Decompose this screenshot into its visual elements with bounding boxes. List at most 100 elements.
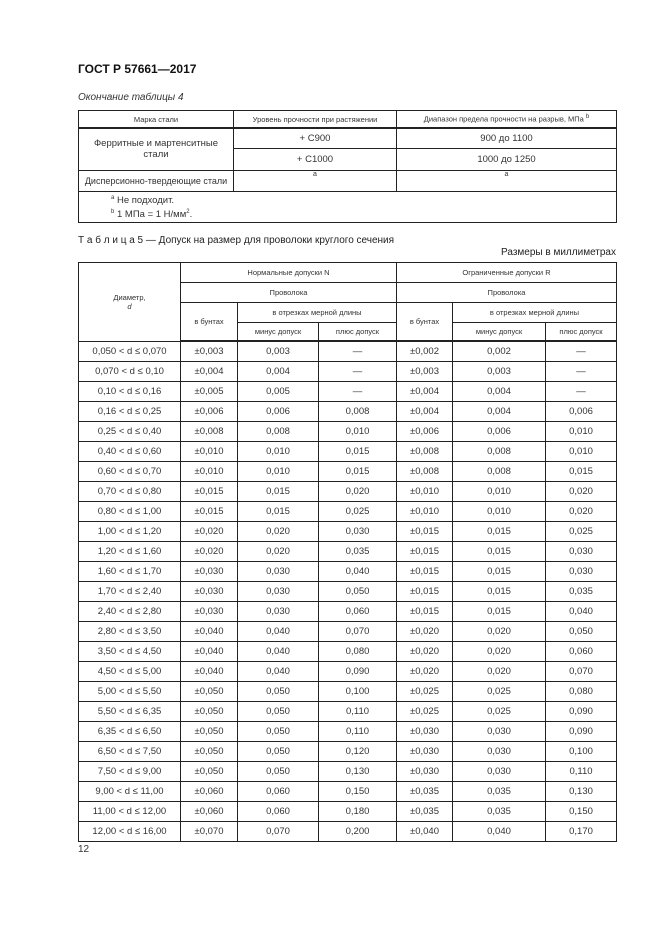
diameter-range: 7,50 < d ≤ 9,00 <box>78 761 181 782</box>
limited-plus: 0,150 <box>545 801 617 822</box>
limited-plus: 0,010 <box>545 421 617 442</box>
footnote-mark: a <box>111 195 115 202</box>
header-limited: Ограниченные допуски R <box>396 262 617 283</box>
limited-minus: 0,008 <box>452 461 546 482</box>
normal-plus: 0,008 <box>318 401 397 422</box>
header-steel-grade: Марка стали <box>78 110 234 129</box>
diameter-range: 6,35 < d ≤ 6,50 <box>78 721 181 742</box>
normal-coils: ±0,010 <box>180 441 238 462</box>
units-note: Размеры в миллиметрах <box>501 247 616 258</box>
limited-plus: 0,170 <box>545 821 617 842</box>
normal-plus: 0,050 <box>318 581 397 602</box>
normal-plus: 0,035 <box>318 541 397 562</box>
header-cut: в отрезках мерной длины <box>452 302 617 323</box>
limited-minus: 0,025 <box>452 681 546 702</box>
table5-caption: Т а б л и ц а 5 — Допуск на размер для п… <box>78 235 394 246</box>
header-plus: плюс допуск <box>545 322 617 342</box>
diameter-range: 5,50 < d ≤ 6,35 <box>78 701 181 722</box>
table-row: 11,00 < d ≤ 12,00 ±0,060 0,060 0,180 ±0,035 0… <box>78 801 617 822</box>
normal-coils: ±0,030 <box>180 561 238 582</box>
strength-level: a <box>233 169 397 192</box>
normal-minus: 0,040 <box>237 641 319 662</box>
table-row: 4,50 < d ≤ 5,00 ±0,040 0,040 0,090 ±0,020 0,0… <box>78 661 617 682</box>
limited-plus: 0,090 <box>545 701 617 722</box>
header-wire: Проволока <box>396 282 617 303</box>
limited-coils: ±0,020 <box>396 641 453 662</box>
limited-coils: ±0,025 <box>396 681 453 702</box>
header-coils: в бунтах <box>180 302 238 342</box>
normal-minus: 0,050 <box>237 681 319 702</box>
diameter-range: 4,50 < d ≤ 5,00 <box>78 661 181 682</box>
normal-plus: 0,120 <box>318 741 397 762</box>
diameter-range: 1,70 < d ≤ 2,40 <box>78 581 181 602</box>
table-row: 0,16 < d ≤ 0,25 ±0,006 0,006 0,008 ±0,004 0,0… <box>78 401 617 422</box>
normal-minus: 0,003 <box>237 340 319 362</box>
normal-coils: ±0,060 <box>180 781 238 802</box>
table-row: 5,00 < d ≤ 5,50 ±0,050 0,050 0,100 ±0,025 0,0… <box>78 681 617 702</box>
normal-plus: 0,070 <box>318 621 397 642</box>
diameter-range: 0,40 < d ≤ 0,60 <box>78 441 181 462</box>
table-row: 0,050 < d ≤ 0,070 ±0,003 0,003— ±0,002 0,002… <box>78 340 617 362</box>
diameter-range: 1,60 < d ≤ 1,70 <box>78 561 181 582</box>
diameter-range: 9,00 < d ≤ 11,00 <box>78 781 181 802</box>
header-coils: в бунтах <box>396 302 453 342</box>
normal-plus: — <box>318 381 397 402</box>
limited-minus: 0,002 <box>452 340 546 362</box>
normal-coils: ±0,050 <box>180 721 238 742</box>
diameter-range: 0,70 < d ≤ 0,80 <box>78 481 181 502</box>
footnote-mark: b <box>111 208 115 215</box>
limited-plus: 0,030 <box>545 541 617 562</box>
limited-coils: ±0,015 <box>396 601 453 622</box>
limited-minus: 0,010 <box>452 501 546 522</box>
strength-level: + C900 <box>233 127 397 149</box>
diameter-range: 12,00 < d ≤ 16,00 <box>78 821 181 842</box>
strength-level: + C1000 <box>233 147 397 171</box>
normal-coils: ±0,050 <box>180 741 238 762</box>
limited-coils: ±0,008 <box>396 461 453 482</box>
footnotes: a Не подходит. b 1 МПа = 1 Н/мм2. <box>78 190 617 223</box>
limited-coils: ±0,015 <box>396 541 453 562</box>
document-code: ГОСТ Р 57661—2017 <box>78 62 197 76</box>
limited-plus: — <box>545 381 617 402</box>
limited-plus: 0,020 <box>545 481 617 502</box>
steel-grade: Дисперсионно-твердеющие стали <box>78 169 234 192</box>
normal-plus: 0,080 <box>318 641 397 662</box>
normal-plus: 0,110 <box>318 701 397 722</box>
normal-plus: 0,100 <box>318 681 397 702</box>
table-row: 7,50 < d ≤ 9,00 ±0,050 0,050 0,130 ±0,030 0,0… <box>78 761 617 782</box>
diameter-symbol: d <box>127 301 132 311</box>
normal-coils: ±0,006 <box>180 401 238 422</box>
normal-plus: 0,150 <box>318 781 397 802</box>
limited-coils: ±0,008 <box>396 441 453 462</box>
normal-coils: ±0,008 <box>180 421 238 442</box>
limited-plus: 0,025 <box>545 521 617 542</box>
table-row: Дисперсионно-твердеющие стали a a <box>78 169 617 192</box>
header-cut: в отрезках мерной длины <box>237 302 397 323</box>
normal-plus: 0,200 <box>318 821 397 842</box>
diameter-range: 5,00 < d ≤ 5,50 <box>78 681 181 702</box>
limited-plus: 0,130 <box>545 781 617 802</box>
normal-coils: ±0,015 <box>180 481 238 502</box>
limited-minus: 0,015 <box>452 601 546 622</box>
footnote-mark: b <box>585 114 590 121</box>
table-row: Ферритные и мартенситные стали + C900 90… <box>78 127 617 171</box>
limited-coils: ±0,010 <box>396 501 453 522</box>
limited-minus: 0,040 <box>452 821 546 842</box>
normal-minus: 0,010 <box>237 441 319 462</box>
normal-coils: ±0,020 <box>180 521 238 542</box>
limited-minus: 0,010 <box>452 481 546 502</box>
normal-plus: 0,030 <box>318 521 397 542</box>
limited-plus: 0,070 <box>545 661 617 682</box>
header-minus: минус допуск <box>452 322 546 342</box>
diameter-range: 0,60 < d ≤ 0,70 <box>78 461 181 482</box>
steel-grade: Ферритные и мартенситные стали <box>78 127 234 171</box>
header-row: Диаметр, d Нормальные допуски N Ограничен… <box>78 262 617 342</box>
footnote-text: 1 МПа = 1 Н/мм <box>116 208 187 220</box>
limited-coils: ±0,004 <box>396 401 453 422</box>
table4-caption: Окончание таблицы 4 <box>78 92 184 103</box>
normal-plus: 0,110 <box>318 721 397 742</box>
table-row: 0,70 < d ≤ 0,80 ±0,015 0,015 0,020 ±0,010 0,0… <box>78 481 617 502</box>
normal-minus: 0,015 <box>237 481 319 502</box>
normal-plus: 0,180 <box>318 801 397 822</box>
limited-plus: 0,110 <box>545 761 617 782</box>
